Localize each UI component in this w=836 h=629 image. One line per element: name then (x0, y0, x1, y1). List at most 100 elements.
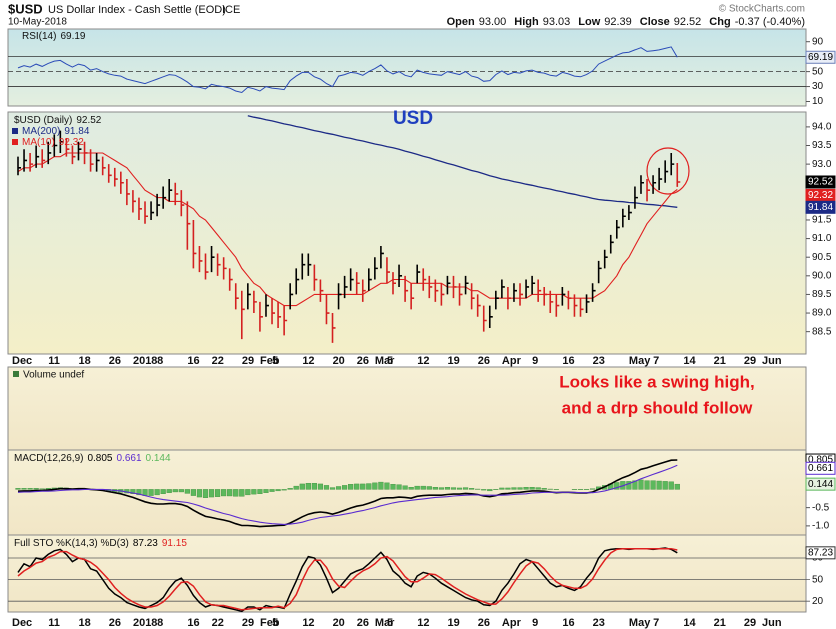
histogram-bar (469, 488, 475, 490)
x-tick-label: 2018 (133, 617, 157, 629)
y-tick-label: 94.0 (812, 122, 832, 133)
price-bar (120, 171, 124, 194)
value-tag (805, 477, 836, 491)
price-bar (355, 272, 360, 295)
x-tick-label: 22 (212, 617, 224, 629)
histogram-bar (650, 480, 656, 490)
histogram-bar (444, 487, 451, 490)
histogram-bar (184, 489, 190, 494)
value-tag (805, 50, 836, 64)
x-tick-label: 12 (302, 355, 314, 367)
series-line (17, 547, 678, 613)
price-bar (416, 264, 421, 284)
price-name: $USD (Daily) (14, 115, 72, 126)
price-bar (349, 268, 354, 291)
price-bar (277, 301, 282, 328)
volume-legend: Volume undef (23, 370, 84, 381)
histogram-bar (166, 489, 172, 493)
price-bar (537, 279, 542, 302)
price-value: 92.52 (76, 115, 101, 126)
rsi-panel (7, 28, 807, 107)
histogram-bar (366, 483, 372, 490)
price-bar (452, 275, 457, 299)
price-panel (7, 111, 807, 355)
price-bar (41, 149, 46, 168)
chart-date: 10-May-2018 (8, 17, 67, 28)
value-tag (805, 175, 836, 189)
price-bar (603, 249, 608, 269)
price-bar (398, 264, 403, 287)
quote-label: Chg (709, 16, 730, 28)
y-tick-label: 88.5 (812, 326, 832, 337)
x-tick-label: Feb (260, 617, 280, 629)
price-bar (664, 160, 669, 183)
price-bar (543, 286, 548, 306)
x-tick-label: 12 (302, 617, 314, 629)
histogram-bar (208, 489, 215, 498)
y-tick-label: 89.5 (812, 289, 832, 300)
histogram-bar (214, 489, 221, 497)
x-tick-label: Mar (375, 355, 395, 367)
price-bar (144, 201, 149, 224)
histogram-bar (15, 488, 21, 490)
price-bar (132, 190, 136, 213)
price-bar (210, 246, 215, 273)
histogram-bar (420, 485, 426, 490)
x-tick-label: 19 (447, 355, 459, 367)
series-line (17, 152, 678, 307)
x-tick-label: 16 (187, 617, 199, 629)
price-bar (634, 186, 638, 209)
x-tick-label: Feb (260, 355, 280, 367)
ma-legend: MA(200) 91.84 (22, 126, 90, 137)
quote-line: Open 93.00 High 93.03 Low 92.39 Close 92.52 Chg -… (447, 16, 805, 28)
y-tick-label: 10 (812, 96, 824, 107)
price-bar (95, 152, 100, 172)
price-bar (670, 152, 675, 176)
series-line (17, 464, 678, 525)
rsi-value: 69.19 (60, 31, 85, 42)
histogram-bar (408, 487, 414, 490)
quote-value: 93.00 (479, 16, 507, 28)
value-tag (805, 200, 836, 214)
ma-value: 92.32 (59, 137, 84, 148)
macd-value: 0.805 (87, 453, 112, 464)
price-bar (101, 156, 106, 176)
histogram-bar (293, 485, 299, 490)
credit: © StockCharts.com (719, 4, 805, 15)
histogram-bar (668, 481, 674, 490)
x-tick-label: May (629, 355, 651, 367)
x-tick-label: 26 (478, 355, 490, 367)
histogram-bar (481, 489, 487, 491)
price-bar (615, 219, 620, 239)
histogram-bar (239, 489, 245, 497)
price-bar (204, 253, 209, 280)
macd-name: MACD(12,26,9) (14, 453, 83, 464)
x-tick-label: Dec (12, 617, 32, 629)
macd-value: 0.144 (146, 453, 171, 464)
x-tick-label: 2018 (133, 355, 157, 367)
series-line (247, 115, 678, 208)
value-tag-label: 92.52 (808, 177, 833, 188)
symbol: $USD (8, 1, 43, 16)
price-bar (561, 286, 566, 306)
price-bar (343, 275, 348, 299)
histogram-bar (626, 481, 632, 490)
price-bar (501, 279, 505, 299)
value-tag-label: 0.661 (808, 463, 833, 474)
histogram-bar (632, 480, 638, 490)
histogram-bar (372, 482, 378, 490)
histogram-bar (178, 489, 184, 493)
price-bar (470, 283, 475, 310)
rsi-name: RSI(14) (22, 31, 56, 42)
price-bar (495, 290, 499, 310)
x-tick-label: 5 (272, 617, 278, 629)
histogram-bar (674, 483, 680, 490)
price-bar (513, 283, 517, 302)
y-tick-label: 93.5 (812, 140, 832, 151)
price-bar (47, 141, 52, 165)
x-tick-label: May (629, 617, 651, 629)
histogram-bar (342, 485, 348, 490)
histogram-bar (517, 487, 523, 490)
x-tick-label: Apr (502, 355, 522, 367)
price-bar (464, 275, 469, 295)
